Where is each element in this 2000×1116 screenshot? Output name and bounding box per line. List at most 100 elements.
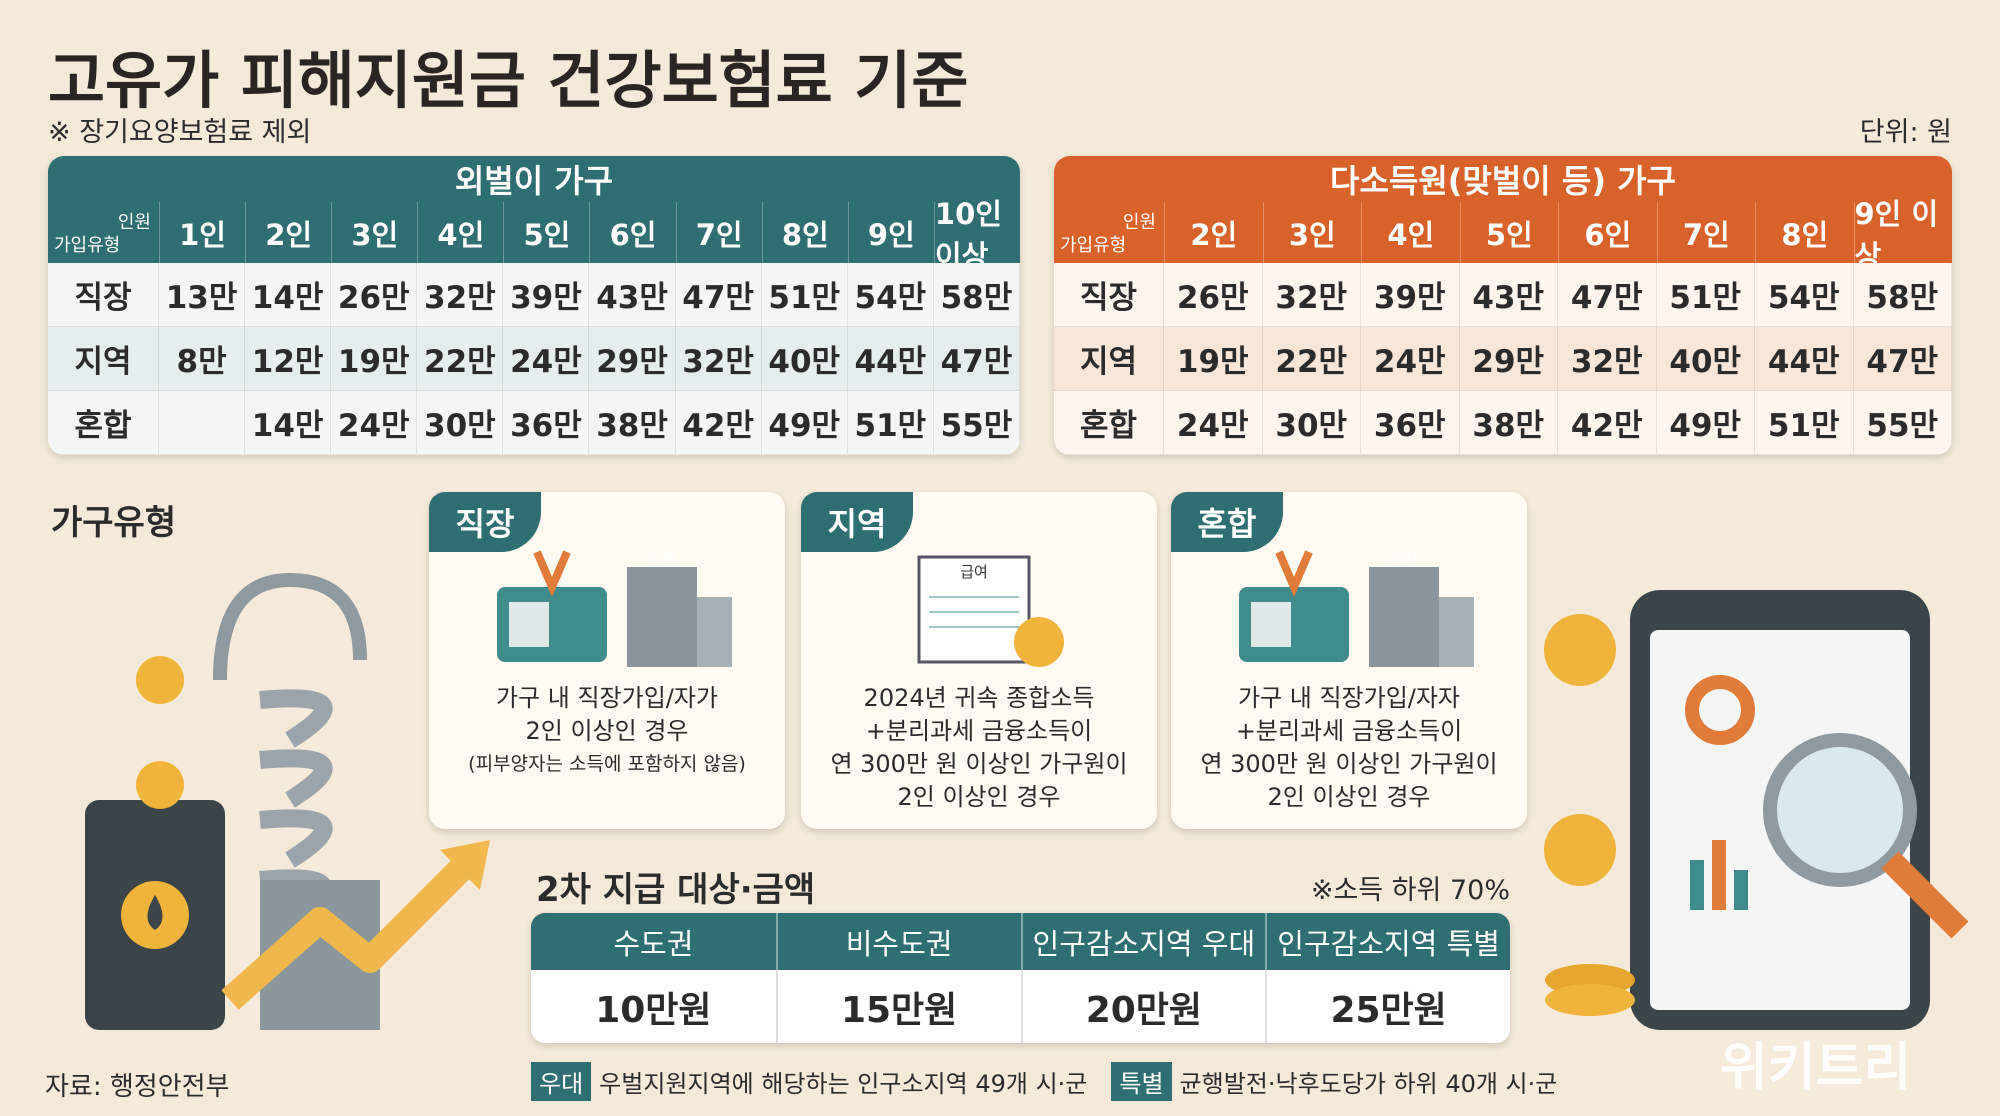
cell: 26만: [1164, 263, 1263, 327]
cell: 22만: [1262, 327, 1361, 391]
footnote-tag: 특별: [1111, 1062, 1172, 1101]
cell: 32만: [417, 263, 504, 327]
cell: 55만: [1853, 391, 1952, 455]
column-header: 6인: [589, 202, 676, 263]
source: 자료: 행정안전부: [45, 1072, 230, 1102]
card-note: (피부양자는 소득에 포함하지 않음): [468, 753, 746, 775]
card-icon: 급여: [917, 555, 1064, 667]
description-line: 연 300만 원 이상인 가구원이: [1200, 750, 1498, 778]
amount: 10만원: [531, 970, 776, 1043]
watermark: 위키트리: [1720, 1038, 1912, 1098]
icon-label: 사장: [648, 549, 676, 567]
row-header: 혼합: [48, 391, 159, 455]
cell: 47만: [675, 263, 762, 327]
column-header: 4인: [1361, 202, 1460, 263]
cell: 29만: [1459, 327, 1558, 391]
column-header: 9인 이상: [1853, 197, 1952, 273]
footnotes: 우대 우벌지원지역에 해당하는 인구소지역 49개 시·군 특별 균행발전·낙후도당가…: [531, 1062, 1557, 1101]
cell: 58만: [933, 263, 1020, 327]
cell: 19만: [331, 327, 418, 391]
column-header: 4인: [417, 202, 504, 263]
card: 지역 급여 2024년 귀속 종합소득 +분리과세 금융소득이 연 300만 원 이상인…: [801, 492, 1157, 829]
cell: 24만: [503, 327, 590, 391]
card-label: 혼합: [1171, 492, 1283, 552]
row-header: 지역: [1054, 327, 1164, 391]
table-title: 외벌이 가구: [48, 156, 1020, 202]
cell: 47만: [1853, 327, 1952, 391]
region: 수도권: [531, 913, 776, 970]
cell: 42만: [1558, 391, 1657, 455]
cell: 42만: [675, 391, 762, 455]
cell: 38만: [1459, 391, 1558, 455]
column-header: 7인: [675, 202, 762, 263]
cell: 51만: [1755, 391, 1854, 455]
cell: 44만: [847, 327, 934, 391]
row-header: 직장: [48, 263, 159, 327]
footnote-text: 균행발전·낙후도당가 하위 40개 시·군: [1179, 1070, 1558, 1098]
cell: 47만: [1558, 263, 1657, 327]
cell: 55만: [933, 391, 1020, 455]
corner-bottom: 가입유형: [1060, 235, 1127, 256]
row-header: 지역: [48, 327, 159, 391]
cell: 30만: [1262, 391, 1361, 455]
description-line: 2인 이상인 경우: [1267, 783, 1431, 811]
amount: 20만원: [1020, 970, 1266, 1043]
cell: 8만: [159, 327, 246, 391]
column-header: 10인 이상: [933, 197, 1020, 273]
cell: 29만: [589, 327, 676, 391]
description-line: 가구 내 직장가입/자자: [1237, 684, 1461, 712]
cell: 38만: [589, 391, 676, 455]
cell: 49만: [1656, 391, 1755, 455]
row-header: 직장: [1054, 263, 1164, 327]
cell: 54만: [847, 263, 934, 327]
cell: 47만: [933, 327, 1020, 391]
column-header: 3인: [331, 202, 418, 263]
oil-illustration: [85, 572, 490, 1030]
cell: 32만: [1558, 327, 1657, 391]
corner-top: 인원: [117, 212, 151, 233]
column-header: 8인: [1755, 202, 1854, 263]
cell: 40만: [761, 327, 848, 391]
corner-bottom: 가입유형: [54, 235, 121, 256]
footnote: 특별 균행발전·낙후도당가 하위 40개 시·군: [1111, 1062, 1557, 1101]
amount: 25만원: [1265, 970, 1510, 1043]
section-title: 2차 지급 대상·금액: [536, 870, 816, 910]
cell: 22만: [417, 327, 504, 391]
region: 비수도권: [775, 913, 1021, 970]
cell: 32만: [675, 327, 762, 391]
corner-top: 인원: [1122, 212, 1156, 233]
cell: 24만: [1164, 391, 1263, 455]
column-header: 6인: [1558, 202, 1657, 263]
cell: 51만: [761, 263, 848, 327]
cell: 24만: [1361, 327, 1460, 391]
cell: 12만: [245, 327, 332, 391]
card-description: 가구 내 직장가입/자가 2인 이상인 경우 (피부양자는 소득에 포함하지 않음): [429, 682, 785, 781]
region: 인구감소지역 우대: [1020, 913, 1266, 970]
cell: 39만: [503, 263, 590, 327]
corner-cell: 인원 가입유형: [1054, 202, 1164, 263]
card-label: 직장: [429, 492, 541, 552]
corner-cell: 인원 가입유형: [48, 202, 159, 263]
cell: 40만: [1656, 327, 1755, 391]
condition: ※소득 하위 70%: [1310, 875, 1510, 906]
cell: 13만: [159, 263, 246, 327]
title: 고유가 피해지원금 건강보험료 기준: [48, 44, 969, 117]
row-header: 혼합: [1054, 391, 1164, 455]
description-line: 2인 이상인 경우: [525, 717, 689, 745]
description-line: 가구 내 직장가입/자가: [495, 684, 719, 712]
cell: 51만: [1656, 263, 1755, 327]
description-line: +분리과세 금융소득이: [865, 717, 1093, 745]
column-header: 9인: [847, 202, 934, 263]
column-header: 1인: [159, 202, 246, 263]
table-title: 다소득원(맞벌이 등) 가구: [1054, 156, 1952, 202]
cell: 49만: [761, 391, 848, 455]
cell: 51만: [847, 391, 934, 455]
cell: 24만: [331, 391, 418, 455]
column-header: 3인: [1262, 202, 1361, 263]
column-header: 7인: [1656, 202, 1755, 263]
footnote: 우대 우벌지원지역에 해당하는 인구소지역 49개 시·군: [531, 1062, 1087, 1101]
cell: 30만: [417, 391, 504, 455]
